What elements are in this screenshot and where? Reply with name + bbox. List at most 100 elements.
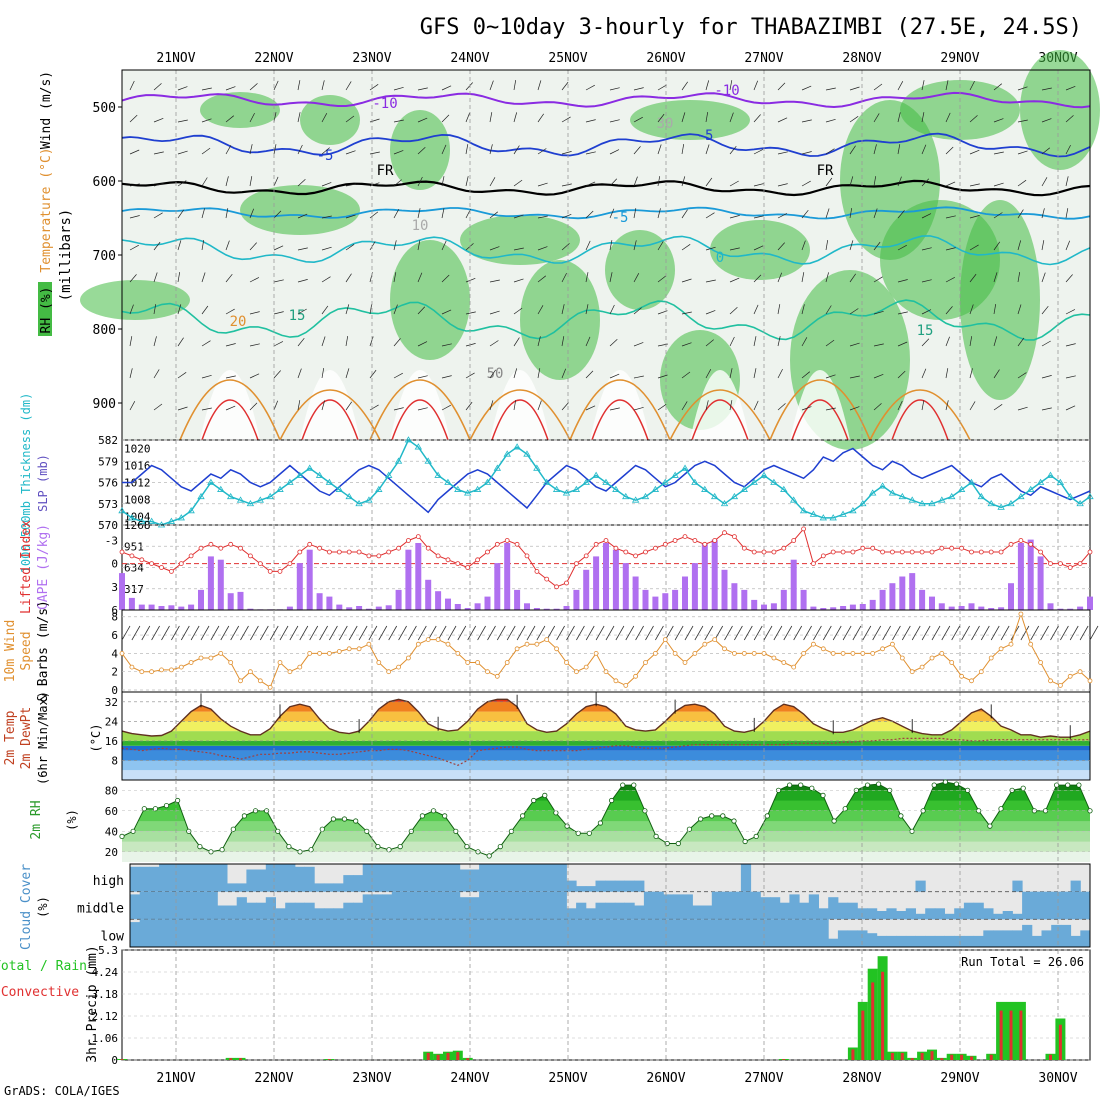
wind-speed-point xyxy=(544,637,550,642)
lifted-index-point xyxy=(485,549,490,555)
wind-barb xyxy=(897,400,903,411)
wind-barb xyxy=(825,272,829,283)
rh-point xyxy=(709,813,715,819)
wind-speed-point xyxy=(998,646,1004,652)
precip-convective-bar xyxy=(999,1010,1003,1060)
wind-barb xyxy=(777,242,785,251)
thickness-point xyxy=(661,478,669,485)
cloud-low-bar xyxy=(323,919,335,947)
wind-barb xyxy=(743,625,753,641)
wind-barb xyxy=(225,375,236,379)
lifted-index-point xyxy=(662,541,668,547)
wind-barb xyxy=(1041,118,1052,123)
wind-barb xyxy=(345,304,350,315)
wind-barb xyxy=(441,114,450,123)
isotherm-25 xyxy=(591,399,649,441)
thickness-axis-label: 1000-500mb Thickness (dm) xyxy=(19,393,33,574)
wind-barb xyxy=(273,341,284,347)
lifted-index-point xyxy=(909,549,915,555)
cloud-low-bar xyxy=(634,919,645,947)
cloud-middle-bar xyxy=(246,902,257,920)
wind-speed-point xyxy=(939,651,945,656)
rh-tick: 80 xyxy=(105,784,118,797)
wind-speed-point xyxy=(524,641,530,647)
cloud-middle-bar xyxy=(963,902,975,920)
wind-barb xyxy=(777,213,788,219)
wind-barb xyxy=(345,401,352,411)
temp-band xyxy=(122,760,1090,771)
wind-barb xyxy=(873,343,884,347)
cloud-low-bar xyxy=(1022,924,1033,947)
lifted-index-point xyxy=(811,561,816,566)
wind-barb xyxy=(585,304,589,315)
cloud-high-bar xyxy=(1012,880,1023,892)
lifted-index-point xyxy=(554,584,559,590)
wind-barb xyxy=(297,247,308,251)
cape-bar xyxy=(1017,543,1024,610)
cloud-high-bar xyxy=(227,883,238,892)
lifted-index-point xyxy=(712,538,718,543)
wind-barb xyxy=(417,625,427,641)
wind-barb xyxy=(657,275,667,283)
rh-point xyxy=(764,813,770,819)
temp-axis-label-1: 2m Temp xyxy=(3,710,18,765)
lifted-index-point xyxy=(277,569,283,574)
thickness-point xyxy=(849,507,857,514)
cloud-middle-bar xyxy=(130,894,141,920)
cloud-middle-bar xyxy=(227,905,238,920)
cloud-low-bar xyxy=(682,919,693,947)
wind-barb xyxy=(969,149,980,155)
thickness-point xyxy=(207,478,215,485)
wind-barb xyxy=(1017,337,1025,347)
cloud-high-bar xyxy=(304,866,315,892)
cloud-middle-bar xyxy=(304,902,315,920)
rh-point xyxy=(820,792,826,799)
cloud-low-bar xyxy=(818,919,829,947)
wind-barb xyxy=(329,625,338,641)
slp-axis-label: SLP (mb) xyxy=(36,454,50,512)
rh-point xyxy=(742,838,748,845)
lifted-index-point xyxy=(593,541,599,547)
cape-bar xyxy=(385,605,392,610)
thickness-point xyxy=(444,478,452,485)
cloud-low-bar xyxy=(488,919,499,947)
wind-barb xyxy=(873,276,883,283)
wind-barb xyxy=(201,87,212,91)
cloud-low-bar xyxy=(799,919,810,947)
date-label-top: 22NOV xyxy=(254,51,293,66)
dry-region xyxy=(300,370,360,440)
wind-speed-point xyxy=(702,641,708,647)
cape-bar xyxy=(504,543,511,610)
wind-speed-point xyxy=(178,664,184,670)
thickness-point xyxy=(938,496,946,503)
thickness-point xyxy=(829,514,837,521)
wind-barb xyxy=(609,87,620,91)
wind-barb xyxy=(849,240,854,251)
wind-barb xyxy=(225,308,235,315)
wind-barb xyxy=(969,401,976,411)
cape-bar xyxy=(1037,556,1044,610)
wind-barb xyxy=(201,147,211,155)
wind-barb xyxy=(777,403,786,411)
dry-region xyxy=(590,370,650,440)
wind-barb xyxy=(441,240,447,251)
cape-bar xyxy=(770,603,777,610)
precip-tick: 1.06 xyxy=(92,1032,119,1045)
cloud-low-bar xyxy=(760,919,771,947)
wind-barb xyxy=(993,241,1001,251)
wind-barb xyxy=(1065,240,1071,251)
cloud-high-bar xyxy=(1070,880,1081,892)
wind-speed-point xyxy=(326,651,332,656)
thickness-point xyxy=(928,499,936,507)
wind-barb xyxy=(862,625,872,641)
cloud-middle-bar xyxy=(934,908,945,920)
rh-point xyxy=(442,813,448,819)
cape-bar xyxy=(128,597,135,610)
wind-barb xyxy=(465,311,476,315)
dry-region xyxy=(690,370,750,440)
precip-convective-label: Convective xyxy=(1,985,79,1000)
wind-barb xyxy=(633,240,637,251)
wind-axis-label-1: 10m Wind xyxy=(3,620,18,683)
wind-barb xyxy=(777,336,781,347)
wind-barb xyxy=(513,179,523,187)
